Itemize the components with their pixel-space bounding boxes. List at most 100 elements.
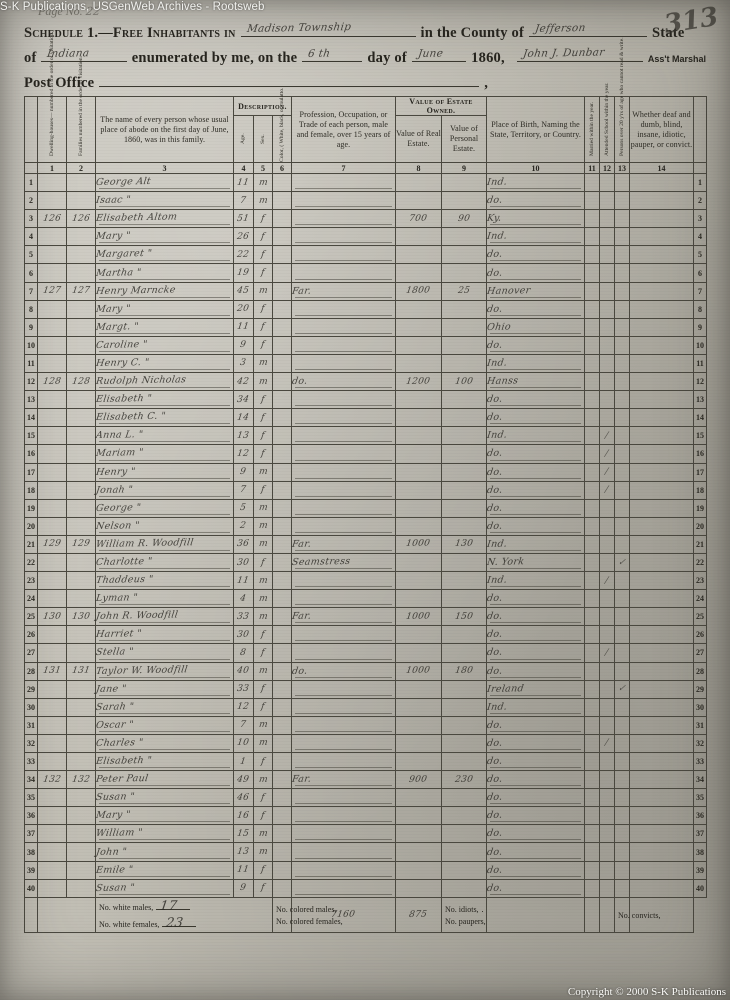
personal-estate-total: 875 (408, 909, 429, 920)
cell-family-number (66, 299, 96, 319)
cell-attended-school-value: / (604, 575, 610, 586)
cell-attended-school: / (599, 571, 615, 591)
row-number-left: 12 (24, 372, 38, 392)
header-line-1: Schedule 1.—Free Inhabitants in Madison … (24, 21, 706, 42)
cell-real-estate (395, 462, 442, 482)
cell-age-value: 22 (236, 249, 251, 260)
cell-person-name-value: Isaac " (95, 194, 132, 207)
cell-dwelling-number: 128 (37, 372, 67, 392)
cell-person-name: William R. Woodfill (95, 534, 234, 554)
cell-color (272, 390, 292, 410)
post-office-blank (99, 72, 480, 87)
cell-person-name: Mary " (95, 227, 234, 247)
numrow-9: 9 (441, 162, 487, 174)
cell-infirmity (629, 625, 694, 645)
cell-birthplace: Ohio (486, 317, 585, 337)
state-label: State (652, 25, 685, 41)
cell-attended-school (599, 860, 615, 880)
cell-sex-value: m (257, 195, 269, 206)
cell-attended-school (599, 751, 615, 772)
cell-sex-value: f (260, 213, 266, 224)
cell-personal-estate (441, 191, 487, 211)
cell-dwelling-number (37, 498, 67, 518)
cell-personal-estate (441, 824, 487, 844)
cell-family-number (66, 824, 96, 844)
cell-cannot-read-write (614, 770, 630, 790)
cell-real-estate (395, 842, 442, 862)
table-row: 21 129 129 William R. Woodfill 36 m Far. 1000 13… (24, 534, 707, 554)
table-row: 27 Stella " 8 f do. / 27 (24, 643, 707, 663)
footer-colored-males: No. colored males, (273, 903, 336, 915)
cell-family-number (66, 172, 96, 193)
cell-age-value: 45 (236, 285, 251, 297)
cell-real-estate (395, 444, 442, 464)
cell-real-estate (395, 353, 442, 374)
cell-real-estate (395, 426, 442, 446)
cell-sex-value: m (257, 521, 269, 532)
row-number-left: 5 (24, 245, 38, 265)
row-number-right: 37 (693, 824, 707, 844)
cell-sex: m (253, 607, 273, 627)
cell-personal-estate (441, 751, 487, 772)
township-blank: Madison Township (240, 21, 416, 37)
cell-infirmity (629, 245, 694, 265)
cell-personal-estate (441, 589, 487, 609)
cell-sex-value: m (257, 503, 269, 514)
cell-birthplace: do. (486, 607, 585, 627)
cell-birthplace-value: do. (486, 466, 504, 478)
footer-left-spacer (24, 896, 38, 933)
cell-cannot-read-write (614, 788, 630, 808)
row-number-left: 17 (24, 462, 38, 482)
cell-person-name-value: Harriet " (95, 628, 143, 641)
cell-attended-school (599, 353, 615, 374)
cell-occupation (291, 625, 396, 645)
cell-birthplace: do. (486, 589, 585, 609)
cell-married-within-year (584, 335, 600, 355)
footer-col-13 (599, 896, 615, 933)
cell-family-number (66, 625, 96, 645)
cell-sex-value: f (260, 394, 266, 405)
cell-color (272, 426, 292, 446)
cell-personal-estate: 90 (441, 209, 487, 229)
cell-family-number (66, 317, 96, 337)
cell-cannot-read-write (614, 751, 630, 772)
cell-age: 11 (233, 172, 254, 193)
cell-attended-school-value: / (604, 485, 610, 496)
cell-occupation (291, 788, 396, 808)
table-row: 8 Mary " 20 f do. 8 (24, 299, 707, 319)
cell-sex-value: m (257, 611, 269, 622)
cell-person-name-value: Rudolph Nicholas (95, 374, 187, 388)
cell-age-value: 13 (236, 846, 251, 858)
cell-personal-estate (441, 878, 487, 898)
cell-dwelling-number-value: 126 (42, 213, 62, 224)
cell-cannot-read-write (614, 245, 630, 265)
cell-cannot-read-write (614, 806, 630, 826)
cell-cannot-read-write (614, 408, 630, 428)
cell-sex: f (253, 878, 273, 898)
row-number-left: 35 (24, 788, 38, 808)
cell-color (272, 317, 292, 337)
cell-birthplace-value: do. (486, 411, 504, 424)
cell-real-estate (395, 751, 442, 772)
row-number-left: 32 (24, 733, 38, 754)
table-row: 15 Anna L. " 13 f Ind. / 15 (24, 426, 707, 446)
group-header-value-estate: Value of Estate Owned. (395, 96, 487, 116)
cell-cannot-read-write (614, 733, 630, 754)
cell-person-name: Thaddeus " (95, 571, 234, 591)
cell-age-value: 42 (236, 376, 251, 387)
cell-birthplace-value: Ind. (486, 429, 508, 442)
cell-dwelling-number (37, 245, 67, 265)
cell-family-number: 127 (66, 281, 96, 301)
cell-age: 20 (233, 299, 254, 319)
cell-married-within-year (584, 372, 600, 392)
cell-infirmity (629, 643, 694, 663)
cell-occupation (291, 643, 396, 663)
cell-dwelling-number (37, 697, 67, 717)
row-number-left: 37 (24, 824, 38, 844)
cell-personal-estate-value: 130 (454, 539, 474, 550)
cell-birthplace: do. (486, 390, 585, 410)
cell-real-estate-value: 1000 (405, 538, 432, 550)
cell-married-within-year (584, 462, 600, 482)
cell-family-number-value: 129 (71, 539, 91, 550)
cell-sex-value: f (260, 756, 266, 767)
